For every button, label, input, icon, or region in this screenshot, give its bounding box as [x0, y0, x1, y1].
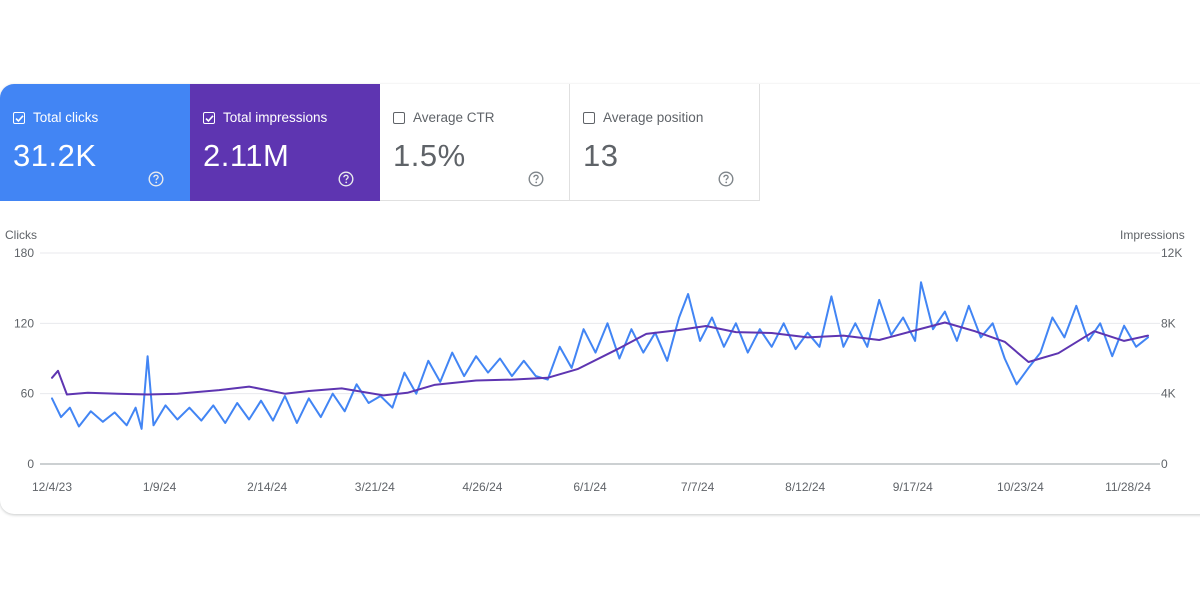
card-header: Total impressions	[203, 110, 327, 126]
total-clicks-card[interactable]: Total clicks 31.2K	[0, 84, 190, 201]
card-value: 13	[583, 138, 619, 173]
metric-cards: Total clicks 31.2K Total impressions 2.1	[0, 84, 760, 201]
card-value: 2.11M	[203, 138, 290, 173]
card-label: Total clicks	[33, 110, 99, 125]
card-label: Total impressions	[223, 110, 328, 125]
checkbox-icon[interactable]	[583, 112, 595, 124]
y-right-axis-title: Impressions	[1120, 228, 1185, 242]
checkbox-checked-icon[interactable]	[203, 112, 215, 124]
help-circle-icon[interactable]	[718, 171, 734, 187]
card-header: Average CTR	[393, 110, 495, 126]
card-value: 31.2K	[13, 138, 97, 173]
help-circle-icon[interactable]	[148, 171, 164, 187]
help-circle-icon[interactable]	[338, 171, 354, 187]
card-header: Total clicks	[13, 110, 98, 126]
performance-panel: Total clicks 31.2K Total impressions 2.1	[0, 84, 1200, 514]
average-position-card[interactable]: Average position 13	[570, 84, 760, 201]
average-ctr-card[interactable]: Average CTR 1.5%	[380, 84, 570, 201]
help-circle-icon[interactable]	[528, 171, 544, 187]
card-label: Average CTR	[413, 110, 495, 125]
y-left-axis-title: Clicks	[5, 228, 37, 242]
card-header: Average position	[583, 110, 703, 126]
total-impressions-card[interactable]: Total impressions 2.11M	[190, 84, 380, 201]
checkbox-checked-icon[interactable]	[13, 112, 25, 124]
card-value: 1.5%	[393, 138, 466, 173]
card-label: Average position	[603, 110, 704, 125]
checkbox-icon[interactable]	[393, 112, 405, 124]
